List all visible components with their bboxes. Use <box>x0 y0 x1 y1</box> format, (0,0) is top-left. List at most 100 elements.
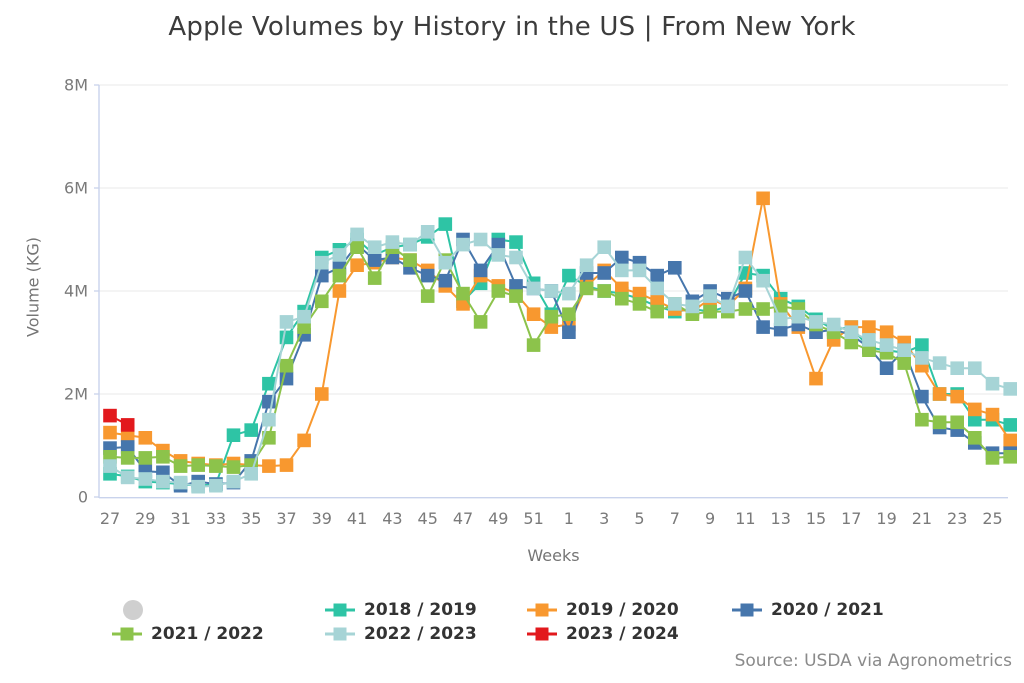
series-swatch-icon <box>112 627 142 641</box>
data-point-marker <box>756 302 770 316</box>
x-tick-label: 1 <box>564 509 574 528</box>
data-point-marker <box>950 361 964 375</box>
data-point-marker <box>738 250 753 265</box>
data-point-marker <box>315 294 329 309</box>
x-tick-label: 23 <box>947 509 967 528</box>
data-point-marker <box>491 284 506 298</box>
data-point-marker <box>138 431 153 445</box>
data-point-marker <box>632 263 647 278</box>
data-point-marker <box>562 286 576 301</box>
x-tick-label: 39 <box>312 509 332 528</box>
data-point-marker <box>932 387 947 401</box>
data-point-marker <box>191 458 205 472</box>
data-point-marker <box>579 281 594 296</box>
x-tick-label: 9 <box>705 509 715 528</box>
data-point-marker <box>491 248 506 262</box>
data-point-marker <box>244 467 258 481</box>
data-point-marker <box>1003 418 1017 432</box>
data-point-marker <box>385 235 400 249</box>
data-point-marker <box>738 302 753 316</box>
data-point-marker <box>509 235 523 249</box>
data-point-marker <box>985 407 1000 422</box>
data-point-marker <box>721 299 735 314</box>
data-point-marker <box>156 450 170 464</box>
series-2020-2021 <box>103 232 1017 493</box>
data-point-marker <box>597 266 611 280</box>
data-point-marker <box>844 325 859 339</box>
legend-item-2018-2019[interactable]: 2018 / 2019 <box>325 598 477 622</box>
legend-label: 2023 / 2024 <box>566 624 679 644</box>
data-point-marker <box>297 309 311 324</box>
x-tick-label: 27 <box>100 509 120 528</box>
series-line-2022-2023 <box>109 230 1011 488</box>
legend-item-2021-2022[interactable]: 2021 / 2022 <box>112 622 264 646</box>
data-point-marker <box>650 304 664 319</box>
x-tick-label: 29 <box>135 509 155 528</box>
data-point-marker <box>509 250 523 265</box>
legend-label: 2020 / 2021 <box>771 600 884 620</box>
data-point-marker <box>685 299 700 314</box>
data-point-marker <box>968 402 982 417</box>
data-point-marker <box>403 253 417 267</box>
data-point-marker <box>968 361 982 375</box>
x-tick-label: 37 <box>276 509 296 528</box>
data-point-marker <box>650 281 664 296</box>
series-swatch-icon <box>325 627 355 641</box>
legend-label: 2021 / 2022 <box>151 624 264 644</box>
data-point-marker <box>879 338 894 352</box>
legend-item-2023-2024[interactable]: 2023 / 2024 <box>527 622 679 646</box>
series-swatch-icon <box>325 603 355 617</box>
data-point-marker <box>279 315 294 329</box>
data-point-marker <box>809 371 823 386</box>
x-tick-label: 45 <box>418 509 438 528</box>
legend-item-2022-2023[interactable]: 2022 / 2023 <box>325 622 477 646</box>
data-point-marker <box>262 459 276 473</box>
data-point-marker <box>456 237 470 252</box>
legend-item-2019-2020[interactable]: 2019 / 2020 <box>527 598 679 622</box>
data-point-marker <box>985 451 1000 465</box>
series-swatch-icon <box>527 603 557 617</box>
data-point-marker <box>209 459 223 473</box>
series-line-2019-2020 <box>109 197 1011 468</box>
legend-item-2020-2021[interactable]: 2020 / 2021 <box>732 598 884 622</box>
data-point-marker <box>950 415 964 430</box>
data-point-marker <box>403 237 417 252</box>
series-line-2018-2019 <box>109 223 1011 487</box>
data-point-marker <box>915 412 929 427</box>
data-point-marker <box>420 289 435 303</box>
data-point-marker <box>103 425 117 440</box>
x-tick-label: 43 <box>382 509 402 528</box>
data-point-marker <box>367 271 382 285</box>
data-point-marker <box>932 356 947 370</box>
data-point-marker <box>350 258 364 272</box>
data-point-marker <box>491 237 506 252</box>
data-point-marker <box>809 315 823 329</box>
x-tick-label: 25 <box>982 509 1002 528</box>
legend-label: 2018 / 2019 <box>364 600 477 620</box>
x-tick-label: 41 <box>347 509 367 528</box>
legend-item-placeholder[interactable] <box>123 598 143 622</box>
source-attribution: Source: USDA via Agronometrics <box>734 651 1012 671</box>
data-point-marker <box>597 284 611 298</box>
data-point-marker <box>915 338 929 352</box>
data-point-marker <box>703 289 717 303</box>
y-tick-label: 2M <box>64 385 88 404</box>
x-tick-label: 49 <box>488 509 508 528</box>
data-point-marker <box>120 418 135 432</box>
data-point-marker <box>120 440 135 454</box>
data-point-marker <box>420 225 435 239</box>
data-point-marker <box>756 273 770 288</box>
data-point-marker <box>173 459 188 473</box>
legend-label: 2022 / 2023 <box>364 624 477 644</box>
data-point-marker <box>526 281 541 296</box>
data-point-marker <box>915 351 929 365</box>
data-point-marker <box>526 338 541 352</box>
series-2022-2023 <box>103 225 1017 494</box>
data-point-marker <box>438 255 453 270</box>
data-point-marker <box>1003 382 1017 396</box>
data-point-marker <box>756 191 770 206</box>
y-tick-label: 8M <box>64 76 88 95</box>
data-point-marker <box>615 281 629 296</box>
data-point-marker <box>668 261 682 275</box>
x-tick-label: 11 <box>735 509 755 528</box>
